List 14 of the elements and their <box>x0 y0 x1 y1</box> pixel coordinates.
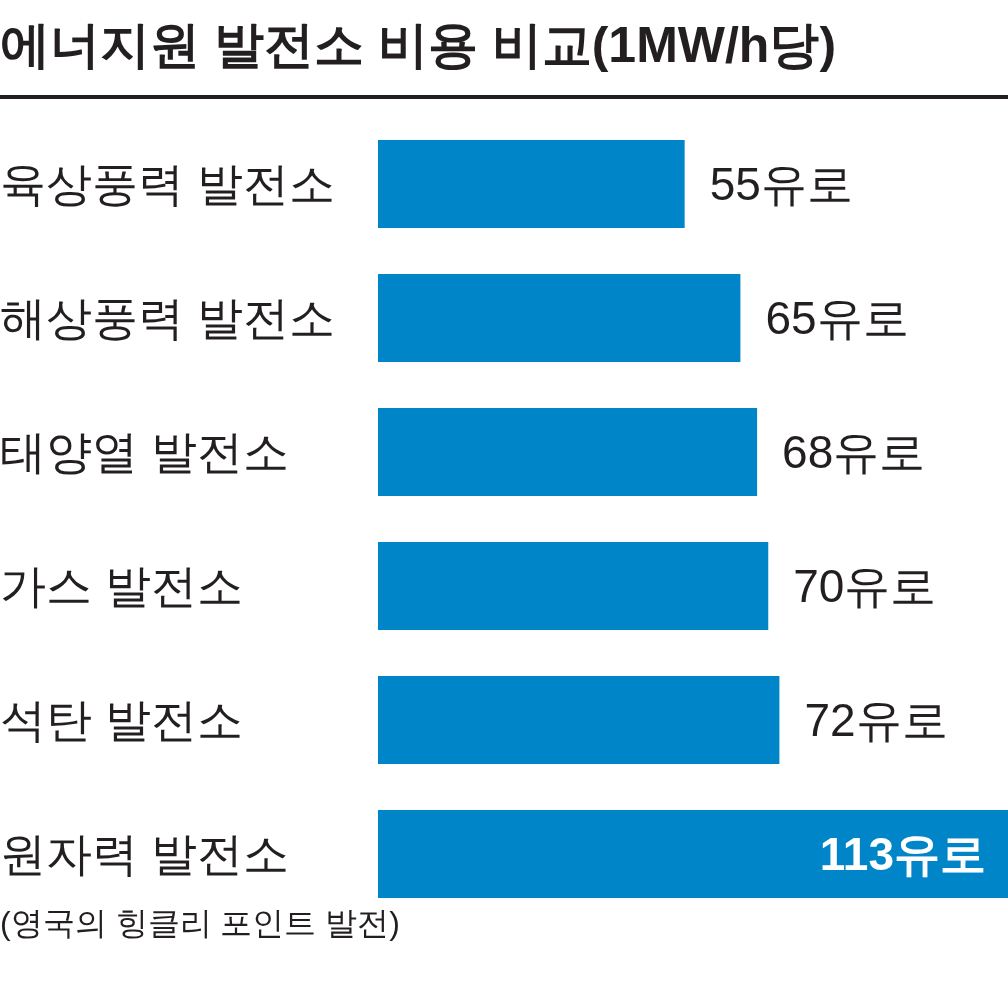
y-tick-label: 해상풍력 발전소 <box>0 292 335 344</box>
data-label: 70유로 <box>793 560 937 612</box>
y-tick-label: 태양열 발전소 <box>0 426 289 478</box>
y-tick-label: 육상풍력 발전소 <box>0 158 335 210</box>
data-label: 72유로 <box>804 694 948 746</box>
title: 에너지원 발전소 비용 비교(1MW/h당) <box>0 17 837 73</box>
data-label: 68유로 <box>782 426 926 478</box>
y-tick-label: 원자력 발전소 <box>0 828 289 880</box>
y-tick-label: 석탄 발전소 <box>0 694 243 746</box>
data-label: 65유로 <box>765 292 909 344</box>
y-tick-label: 가스 발전소 <box>0 560 243 612</box>
data-label: 55유로 <box>709 158 853 210</box>
data-label: 113유로 <box>819 828 986 880</box>
annotation: (영국의 힝클리 포인트 발전) <box>0 905 400 941</box>
